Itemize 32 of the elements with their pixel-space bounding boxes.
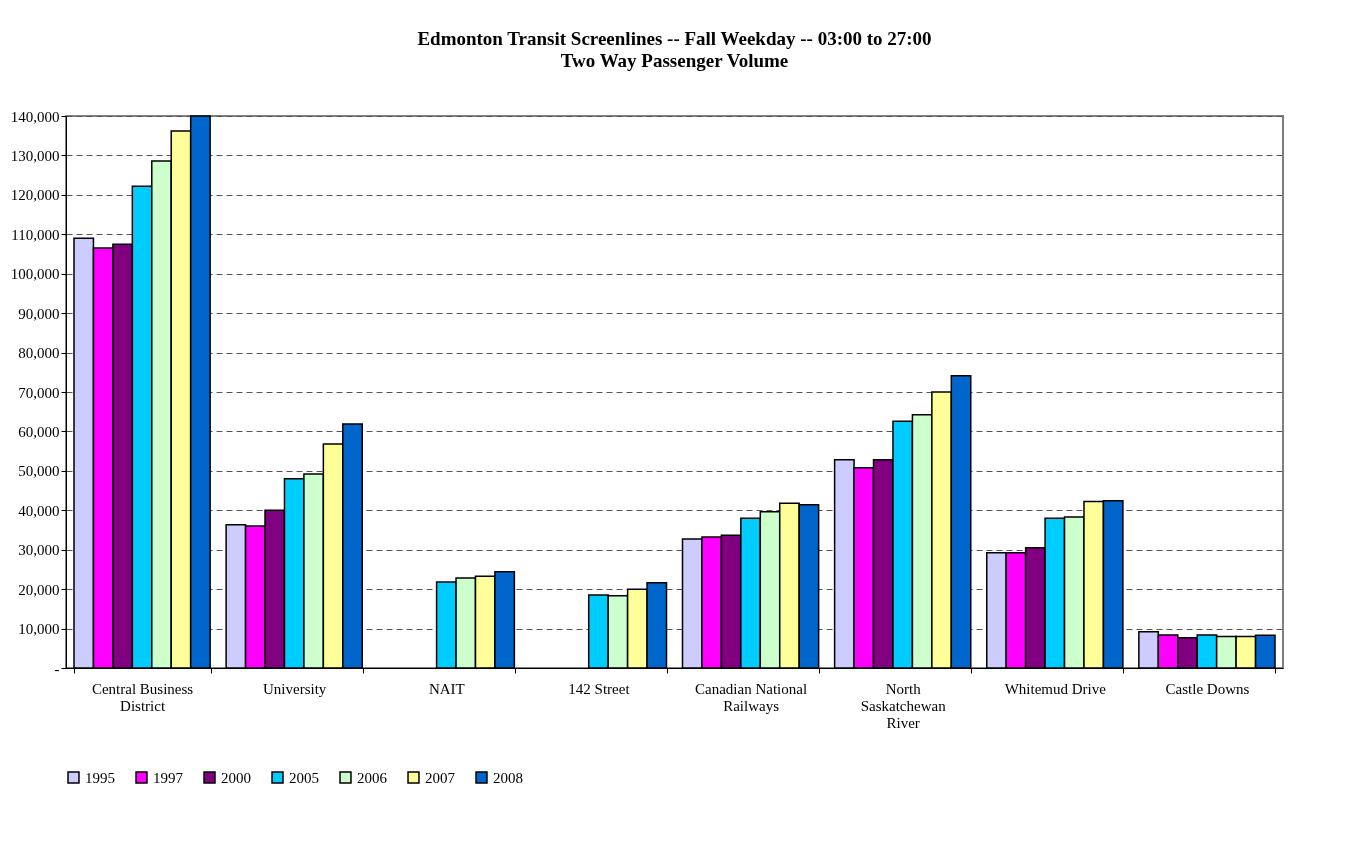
x-tick-label: North Saskatchewan River <box>860 680 947 731</box>
x-tick-label: 142 Street <box>568 680 631 697</box>
x-tick-label: NAIT <box>428 680 465 697</box>
legend-label: 2008 <box>493 769 523 786</box>
y-tick-label: 90,000 <box>18 305 60 322</box>
legend-label: 1997 <box>153 769 184 786</box>
x-tick-label: Canadian National Railways <box>695 680 808 714</box>
legend-label: 2006 <box>357 769 388 786</box>
y-tick-label: 10,000 <box>18 621 60 638</box>
legend-label: 2000 <box>221 769 251 786</box>
y-tick-label: 80,000 <box>18 345 60 362</box>
y-tick-label: 40,000 <box>18 502 60 519</box>
y-tick-label: 50,000 <box>18 463 60 480</box>
x-tick-label: Castle Downs <box>1165 680 1250 697</box>
y-tick-label: 120,000 <box>10 187 60 204</box>
x-tick-label: Whitemud Drive <box>1004 680 1107 697</box>
y-tick-label: 130,000 <box>10 147 60 164</box>
x-tick-label: Central Business District <box>91 680 194 714</box>
y-tick-label: 20,000 <box>18 581 60 598</box>
y-tick-label: 140,000 <box>10 108 60 125</box>
x-tick-label: University <box>263 680 327 697</box>
legend-label: 1995 <box>85 769 115 786</box>
y-tick-label: 30,000 <box>18 542 60 559</box>
chart-title: Edmonton Transit Screenlines -- Fall Weekday -- 03:00 to 27:00 <box>417 28 932 49</box>
y-tick-label: 100,000 <box>10 266 60 283</box>
y-tick-label: 110,000 <box>11 226 60 243</box>
y-tick-label: 60,000 <box>18 423 60 440</box>
y-tick-label: - <box>54 660 60 677</box>
y-tick-label: 70,000 <box>18 384 60 401</box>
legend-label: 2007 <box>425 769 456 786</box>
legend-label: 2005 <box>289 769 319 786</box>
chart-subtitle: Two Way Passenger Volume <box>560 50 789 71</box>
